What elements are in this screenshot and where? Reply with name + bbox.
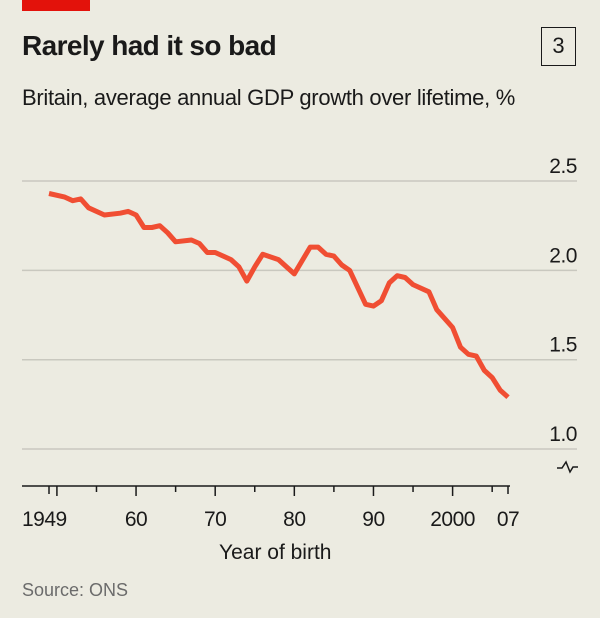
chart-subtitle: Britain, average annual GDP growth over … [22,85,515,110]
y-tick-label: 1.0 [549,423,577,446]
x-tick-label: 1949 [22,508,67,531]
x-tick-label: 80 [283,508,305,531]
x-axis-label: Year of birth [219,541,332,564]
y-tick-label: 2.0 [549,244,577,267]
x-tick-label: 90 [362,508,384,531]
chart-number-badge: 3 [541,27,576,66]
y-tick-label: 1.5 [549,334,577,357]
gdp-growth-series-line [48,191,510,400]
source-note: Source: ONS [22,580,129,600]
y-tick-label: 2.5 [549,155,577,178]
axis-break-icon [557,460,578,474]
x-tick-label: 70 [204,508,226,531]
brand-accent-bar [22,0,90,11]
chart-title: Rarely had it so bad [22,30,277,61]
x-tick-label: 60 [125,508,147,531]
x-tick-label: 2000 [430,508,475,531]
x-tick-label: 07 [497,508,519,531]
